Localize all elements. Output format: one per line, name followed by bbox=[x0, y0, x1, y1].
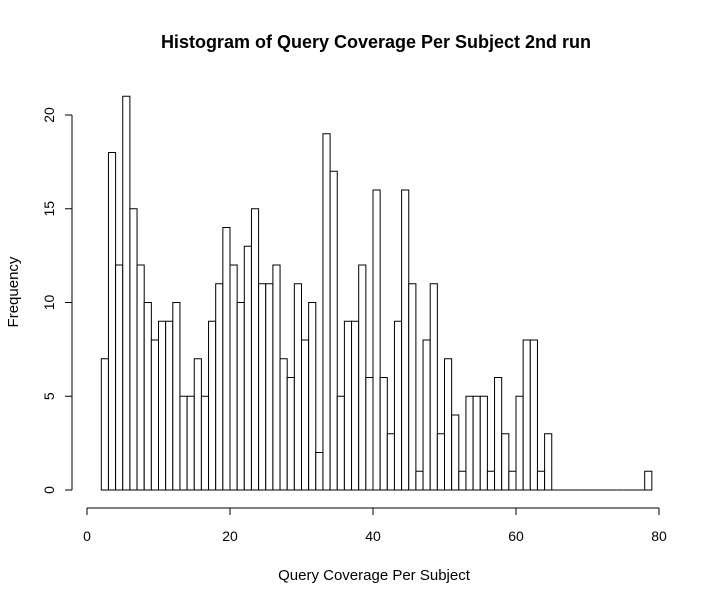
histogram-bar bbox=[107, 152, 117, 491]
histogram-bar bbox=[100, 358, 109, 491]
histogram-bar bbox=[415, 470, 424, 491]
histogram-bar bbox=[379, 377, 388, 491]
histogram-bar bbox=[293, 283, 303, 491]
histogram-bar bbox=[158, 320, 167, 491]
histogram-bar bbox=[522, 339, 531, 491]
histogram-bar bbox=[236, 302, 245, 491]
histogram-bar bbox=[343, 320, 353, 491]
y-tick-label: 20 bbox=[41, 107, 57, 123]
histogram-bar bbox=[472, 395, 481, 491]
histogram-bar bbox=[179, 395, 188, 491]
y-tick-label: 10 bbox=[41, 295, 57, 311]
histogram-bar bbox=[315, 452, 324, 491]
histogram-bar bbox=[308, 302, 317, 491]
histogram-bar bbox=[644, 470, 653, 491]
histogram-bar bbox=[465, 395, 474, 491]
histogram-bar bbox=[451, 414, 460, 491]
histogram-bar bbox=[200, 395, 210, 491]
y-tick-label: 15 bbox=[41, 201, 57, 217]
x-tick-label: 20 bbox=[222, 528, 238, 544]
y-tick-label: 0 bbox=[41, 486, 57, 494]
histogram-bar bbox=[544, 433, 553, 491]
histogram-bar bbox=[286, 377, 295, 491]
histogram-bar bbox=[529, 339, 538, 491]
histogram-bar bbox=[229, 264, 238, 491]
x-tick-label: 0 bbox=[83, 528, 91, 544]
histogram-bar bbox=[336, 395, 345, 491]
histogram-bar bbox=[279, 358, 288, 491]
histogram-bar bbox=[150, 339, 160, 491]
histogram-bar bbox=[372, 189, 381, 491]
histogram-bar bbox=[358, 264, 367, 491]
histogram-bar bbox=[215, 283, 224, 491]
histogram-bar bbox=[272, 264, 281, 491]
histogram-bar bbox=[515, 395, 524, 491]
histogram-bar bbox=[329, 170, 338, 491]
chart-title: Histogram of Query Coverage Per Subject … bbox=[161, 32, 591, 52]
histogram-bar bbox=[408, 283, 417, 491]
histogram-bar bbox=[208, 320, 217, 491]
histogram-bar bbox=[165, 320, 174, 491]
x-tick-label: 80 bbox=[651, 528, 667, 544]
histogram-bar bbox=[365, 377, 374, 491]
histogram-bar bbox=[351, 320, 360, 491]
x-axis-label: Query Coverage Per Subject bbox=[278, 567, 471, 584]
histogram-bar bbox=[494, 377, 503, 491]
histogram-bar bbox=[172, 302, 181, 491]
x-axis: 0 20 40 60 80 bbox=[83, 507, 667, 544]
histogram-bar bbox=[486, 470, 496, 491]
histogram-bar bbox=[444, 358, 453, 491]
histogram-bar bbox=[386, 433, 395, 491]
histogram-bar bbox=[322, 133, 331, 491]
histogram-bar bbox=[536, 470, 546, 491]
x-tick-label: 40 bbox=[365, 528, 381, 544]
y-axis-label: Frequency bbox=[5, 256, 22, 327]
y-tick-label: 5 bbox=[41, 392, 57, 400]
histogram-bar bbox=[429, 283, 438, 491]
bars-group bbox=[100, 95, 653, 491]
histogram-bar bbox=[508, 470, 517, 491]
y-axis: 0 5 10 15 20 bbox=[41, 107, 73, 494]
histogram-bar bbox=[393, 320, 403, 491]
histogram-bar bbox=[401, 189, 410, 491]
histogram-bar bbox=[122, 95, 131, 491]
histogram-bar bbox=[143, 302, 152, 491]
histogram-bar bbox=[479, 395, 488, 491]
histogram-bar bbox=[193, 358, 202, 491]
histogram-bar bbox=[501, 433, 510, 491]
histogram-bar bbox=[115, 264, 124, 491]
histogram-bar bbox=[422, 339, 431, 491]
histogram-bar bbox=[222, 227, 231, 491]
x-tick-label: 60 bbox=[508, 528, 524, 544]
histogram-bar bbox=[243, 245, 252, 491]
histogram-bar bbox=[265, 283, 274, 491]
histogram-bar bbox=[136, 264, 145, 491]
histogram-bar bbox=[186, 395, 195, 491]
histogram-bar bbox=[458, 470, 467, 491]
histogram-bar bbox=[436, 433, 446, 491]
histogram-bar bbox=[258, 283, 267, 491]
histogram-bar bbox=[129, 208, 138, 491]
histogram-bar bbox=[250, 208, 260, 491]
histogram-bar bbox=[301, 339, 310, 491]
